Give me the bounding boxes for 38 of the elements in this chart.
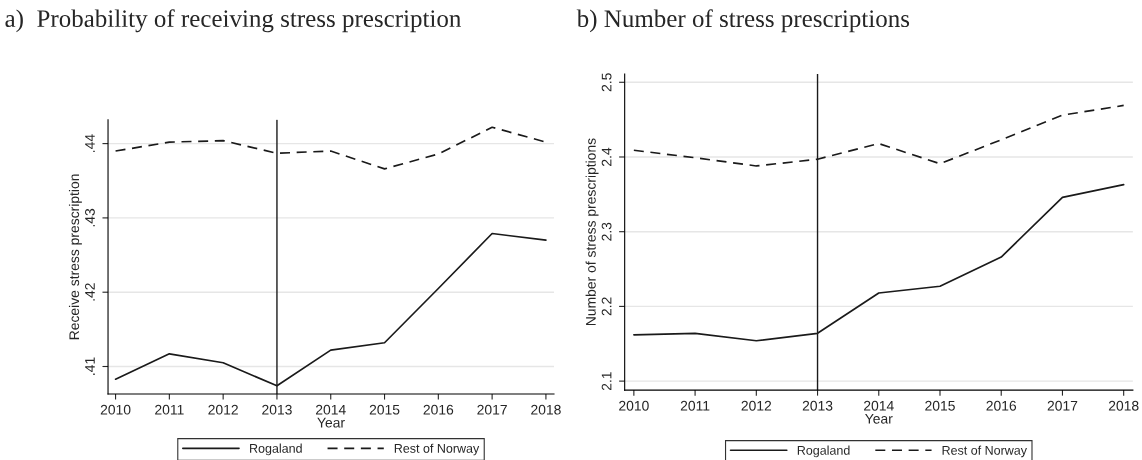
- y-tick-label: 2.5: [601, 73, 612, 92]
- y-tick-label: 2.2: [601, 297, 612, 316]
- x-tick-label: 2012: [741, 400, 772, 411]
- legend-label: Rogaland: [797, 445, 850, 458]
- legend-label: Rest of Norway: [942, 445, 1027, 458]
- line-series: [114, 126, 547, 170]
- x-tick-label: 2011: [680, 400, 710, 411]
- y-tick-label: 2.4: [601, 147, 612, 166]
- x-tick-label: 2015: [369, 404, 400, 415]
- x-tick-label: 2011: [155, 404, 184, 415]
- y-tick-label: .42: [85, 283, 95, 301]
- y-tick-label: 2.1: [601, 372, 612, 391]
- x-tick-label: 2013: [802, 400, 833, 411]
- x-tick-label: 2010: [100, 404, 131, 415]
- x-tick-label: 2016: [986, 400, 1017, 411]
- x-axis-title: Year: [317, 417, 345, 428]
- x-tick-label: 2013: [262, 404, 292, 415]
- y-axis-title: Number of stress prescriptions: [585, 138, 599, 326]
- x-tick-label: 2014: [864, 400, 894, 411]
- legend-label: Rest of Norway: [394, 443, 480, 456]
- y-tick-label: .41: [85, 357, 95, 375]
- y-axis-title: Receive stress prescription: [68, 174, 82, 340]
- y-tick-label: .43: [85, 208, 95, 227]
- x-tick-label: 2016: [423, 404, 454, 415]
- y-tick-label: .44: [85, 134, 95, 152]
- x-tick-label: 2017: [1047, 400, 1078, 411]
- chart-title: a) Probability of receiving stress prescription: [5, 9, 462, 33]
- x-tick-label: 2018: [1108, 400, 1139, 411]
- chart-title: b) Number of stress prescriptions: [576, 9, 910, 33]
- x-tick-label: 2017: [477, 404, 507, 415]
- legend-label: Rogaland: [250, 443, 302, 456]
- x-tick-label: 2014: [315, 404, 346, 415]
- x-tick-label: 2010: [619, 400, 649, 411]
- x-axis-title: Year: [865, 413, 893, 424]
- x-tick-label: 2018: [531, 404, 561, 415]
- y-tick-label: 2.3: [601, 222, 612, 241]
- x-tick-label: 2015: [925, 400, 955, 411]
- x-tick-label: 2012: [208, 404, 238, 415]
